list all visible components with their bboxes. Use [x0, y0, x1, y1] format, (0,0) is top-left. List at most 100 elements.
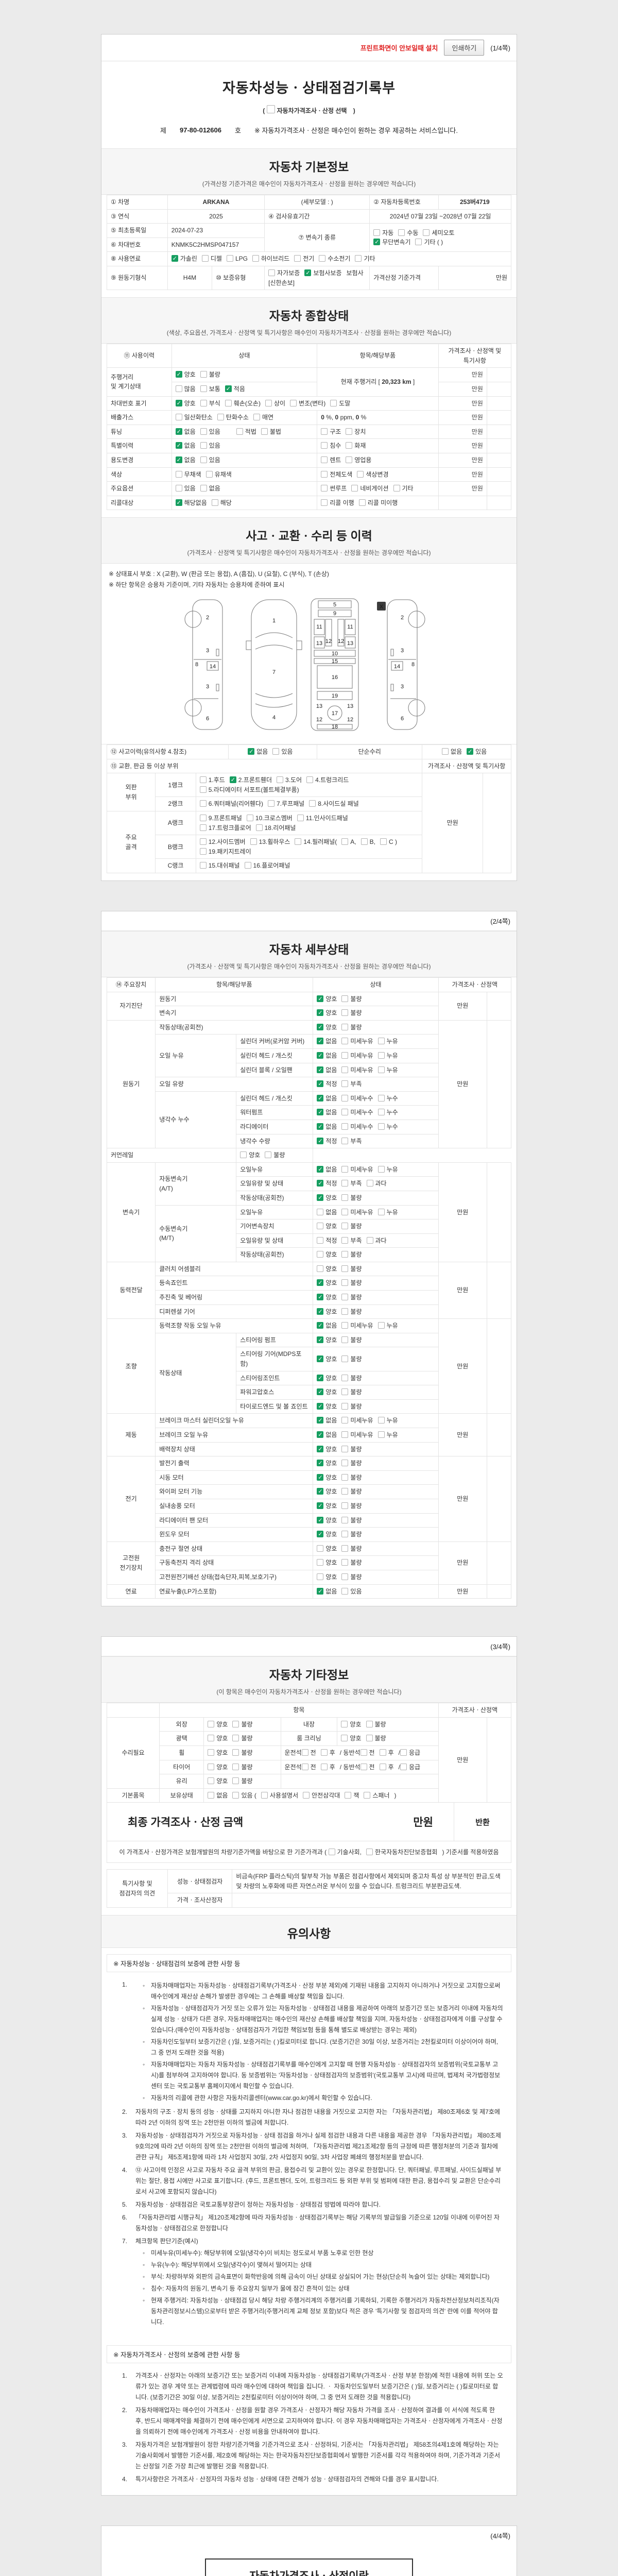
checkbox-icon[interactable] — [200, 428, 207, 435]
checkbox-checked-icon[interactable] — [317, 1123, 324, 1131]
print-button[interactable]: 인쇄하기 — [444, 40, 485, 56]
checkbox-icon[interactable] — [341, 1545, 349, 1552]
checkbox-icon[interactable] — [341, 1265, 349, 1272]
checkbox-checked-icon[interactable] — [317, 1023, 324, 1032]
checkbox-icon[interactable] — [290, 399, 297, 406]
checkbox-icon[interactable] — [341, 1573, 349, 1580]
checkbox-icon[interactable] — [199, 786, 207, 793]
checkbox-checked-icon[interactable] — [317, 1009, 324, 1018]
checkbox-icon[interactable] — [400, 1763, 407, 1770]
checkbox-icon[interactable] — [232, 1763, 239, 1770]
checkbox-icon[interactable] — [252, 255, 259, 262]
checkbox-icon[interactable] — [377, 1066, 385, 1073]
checkbox-icon[interactable] — [341, 1223, 349, 1230]
checkbox-icon[interactable] — [377, 1123, 385, 1130]
checkbox-checked-icon[interactable] — [317, 1293, 324, 1302]
checkbox-icon[interactable] — [341, 1374, 349, 1381]
checkbox-icon[interactable] — [317, 1236, 324, 1244]
checkbox-icon[interactable] — [317, 1573, 324, 1580]
checkbox-icon[interactable] — [345, 1791, 352, 1799]
checkbox-icon[interactable] — [341, 1431, 349, 1438]
checkbox-icon[interactable] — [377, 1094, 385, 1101]
checkbox-icon[interactable] — [175, 470, 182, 478]
checkbox-icon[interactable] — [341, 1180, 349, 1187]
checkbox-icon[interactable] — [208, 1777, 215, 1785]
checkbox-icon[interactable] — [341, 1052, 349, 1059]
car-right-side-view[interactable]: 2 3 14 3 6 8 X — [377, 599, 425, 730]
checkbox-checked-icon[interactable] — [229, 776, 236, 785]
checkbox-icon[interactable] — [341, 1023, 349, 1030]
checkbox-icon[interactable] — [205, 470, 213, 478]
checkbox-icon[interactable] — [199, 815, 207, 822]
checkbox-icon[interactable] — [341, 1322, 349, 1329]
checkbox-icon[interactable] — [211, 499, 218, 506]
checkbox-icon[interactable] — [341, 1488, 349, 1495]
checkbox-icon[interactable] — [346, 456, 353, 463]
checkbox-checked-icon[interactable] — [175, 442, 182, 450]
checkbox-icon[interactable] — [341, 1038, 349, 1045]
checkbox-icon[interactable] — [341, 1236, 349, 1244]
checkbox-icon[interactable] — [236, 428, 243, 435]
checkbox-checked-icon[interactable] — [317, 1388, 324, 1397]
checkbox-icon[interactable] — [366, 1720, 373, 1727]
checkbox-icon[interactable] — [294, 255, 301, 262]
checkbox-checked-icon[interactable] — [171, 255, 178, 263]
checkbox-icon[interactable] — [366, 1849, 373, 1856]
checkbox-checked-icon[interactable] — [317, 1137, 324, 1146]
checkbox-icon[interactable] — [366, 1735, 373, 1742]
checkbox-icon[interactable] — [341, 1402, 349, 1410]
checkbox-icon[interactable] — [341, 1080, 349, 1088]
checkbox-icon[interactable] — [261, 428, 268, 435]
checkbox-icon[interactable] — [297, 815, 304, 822]
checkbox-icon[interactable] — [377, 1052, 385, 1059]
checkbox-icon[interactable] — [232, 1749, 239, 1756]
checkbox-icon[interactable] — [301, 1749, 308, 1756]
checkbox-icon[interactable] — [200, 485, 207, 492]
checkbox-checked-icon[interactable] — [317, 995, 324, 1004]
checkbox-icon[interactable] — [317, 1265, 324, 1272]
checkbox-icon[interactable] — [200, 399, 207, 406]
checkbox-icon[interactable] — [341, 1165, 349, 1173]
car-underbody-view[interactable]: 5 9 11 11 12 12 13 13 10 15 16 19 13 13 … — [311, 598, 359, 731]
checkbox-icon[interactable] — [225, 399, 232, 406]
checkbox-icon[interactable] — [360, 1763, 367, 1770]
checkbox-checked-icon[interactable] — [373, 238, 381, 247]
checkbox-icon[interactable] — [341, 1735, 348, 1742]
checkbox-checked-icon[interactable] — [317, 1487, 324, 1496]
checkbox-icon[interactable] — [295, 838, 302, 845]
checkbox-checked-icon[interactable] — [175, 499, 182, 507]
checkbox-icon[interactable] — [208, 1735, 215, 1742]
checkbox-icon[interactable] — [175, 385, 182, 392]
checkbox-icon[interactable] — [199, 776, 207, 784]
checkbox-checked-icon[interactable] — [317, 1194, 324, 1202]
install-notice[interactable]: 프린트화면이 안보일때 설치 — [360, 44, 438, 52]
checkbox-icon[interactable] — [346, 442, 353, 449]
checkbox-checked-icon[interactable] — [317, 1502, 324, 1511]
checkbox-icon[interactable] — [319, 255, 326, 262]
checkbox-checked-icon[interactable] — [317, 1445, 324, 1454]
checkbox-icon[interactable] — [200, 456, 207, 463]
checkbox-icon[interactable] — [265, 399, 272, 406]
checkbox-icon[interactable] — [341, 1251, 349, 1258]
checkbox-checked-icon[interactable] — [317, 1037, 324, 1046]
checkbox-checked-icon[interactable] — [175, 399, 182, 408]
checkbox-icon[interactable] — [208, 1720, 215, 1727]
checkbox-icon[interactable] — [266, 105, 275, 113]
checkbox-icon[interactable] — [321, 499, 328, 506]
checkbox-icon[interactable] — [341, 1009, 349, 1016]
checkbox-icon[interactable] — [341, 1208, 349, 1215]
checkbox-icon[interactable] — [379, 1749, 386, 1756]
checkbox-icon[interactable] — [232, 1720, 239, 1727]
checkbox-icon[interactable] — [208, 1791, 215, 1799]
checkbox-icon[interactable] — [199, 824, 207, 831]
checkbox-icon[interactable] — [201, 255, 209, 262]
checkbox-icon[interactable] — [217, 414, 224, 421]
checkbox-icon[interactable] — [200, 385, 207, 392]
checkbox-checked-icon[interactable] — [317, 1336, 324, 1345]
checkbox-checked-icon[interactable] — [175, 456, 182, 465]
checkbox-icon[interactable] — [199, 848, 207, 855]
checkbox-icon[interactable] — [244, 862, 251, 869]
checkbox-icon[interactable] — [321, 470, 328, 478]
checkbox-icon[interactable] — [360, 1749, 367, 1756]
checkbox-checked-icon[interactable] — [175, 370, 182, 379]
